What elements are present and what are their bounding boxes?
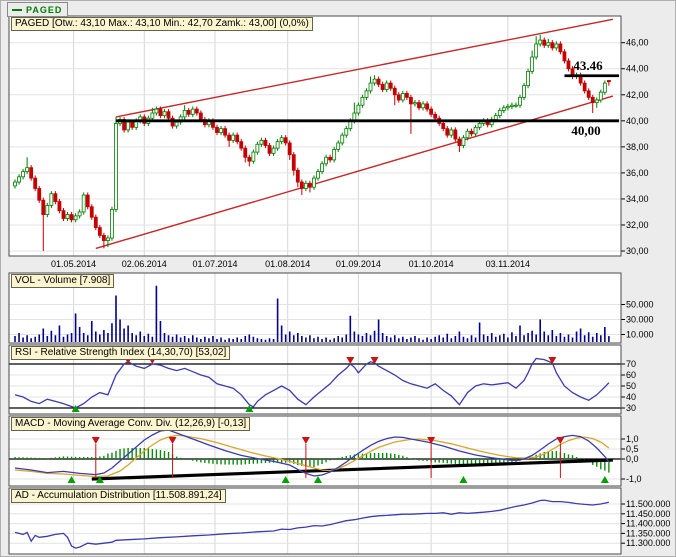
svg-text:01.10.2014: 01.10.2014 [409,259,454,269]
rsi-panel-label[interactable]: RSI - Relative Strength Index (14,30,70)… [11,346,231,360]
svg-text:50: 50 [626,381,636,391]
svg-text:40: 40 [626,392,636,402]
main-chart-label[interactable]: PAGED [Otw.: 43,10 Max.: 43,10 Min.: 42,… [11,17,313,31]
svg-text:40,00: 40,00 [626,116,649,126]
ad-panel-label[interactable]: AD - Accumulation Distribution [11.508.8… [11,489,226,503]
svg-text:30,00: 30,00 [626,246,649,256]
svg-text:36,00: 36,00 [626,168,649,178]
svg-text:11.500.000: 11.500.000 [626,499,670,509]
svg-text:01.09.2014: 01.09.2014 [336,259,381,269]
svg-text:60: 60 [626,370,636,380]
svg-text:38,00: 38,00 [626,142,649,152]
instrument-tab[interactable]: PAGED [7,2,69,17]
svg-text:11.450.000: 11.450.000 [626,509,670,519]
svg-text:-1,0: -1,0 [626,474,642,484]
svg-text:40,00: 40,00 [571,123,600,138]
svg-text:0,0: 0,0 [626,454,639,464]
volume-panel-label[interactable]: VOL - Volume [7.908] [11,274,115,288]
macd-panel-label[interactable]: MACD - Moving Average Conv. Div. (12,26,… [11,417,251,431]
svg-text:01.08.2014: 01.08.2014 [265,259,310,269]
svg-text:30.000: 30.000 [626,315,654,325]
svg-text:11.400.000: 11.400.000 [626,519,670,529]
svg-text:42,00: 42,00 [626,90,649,100]
svg-text:0,5: 0,5 [626,444,639,454]
svg-text:70: 70 [626,359,636,369]
svg-text:02.06.2014: 02.06.2014 [122,259,167,269]
tab-label: PAGED [26,4,63,15]
svg-text:1,0: 1,0 [626,434,639,444]
svg-text:01.05.2014: 01.05.2014 [51,259,96,269]
svg-text:32,00: 32,00 [626,220,649,230]
svg-text:11.300.000: 11.300.000 [626,538,670,548]
svg-text:11.350.000: 11.350.000 [626,528,670,538]
svg-text:10.000: 10.000 [626,330,654,340]
svg-text:01.07.2014: 01.07.2014 [192,259,237,269]
svg-text:03.11.2014: 03.11.2014 [486,259,530,269]
series-line-icon [12,8,22,11]
svg-text:30: 30 [626,403,636,413]
svg-text:43.46: 43.46 [573,58,603,73]
svg-text:44,00: 44,00 [626,64,649,74]
svg-text:46,00: 46,00 [626,38,649,48]
svg-text:50.000: 50.000 [626,300,654,310]
svg-text:34,00: 34,00 [626,194,649,204]
